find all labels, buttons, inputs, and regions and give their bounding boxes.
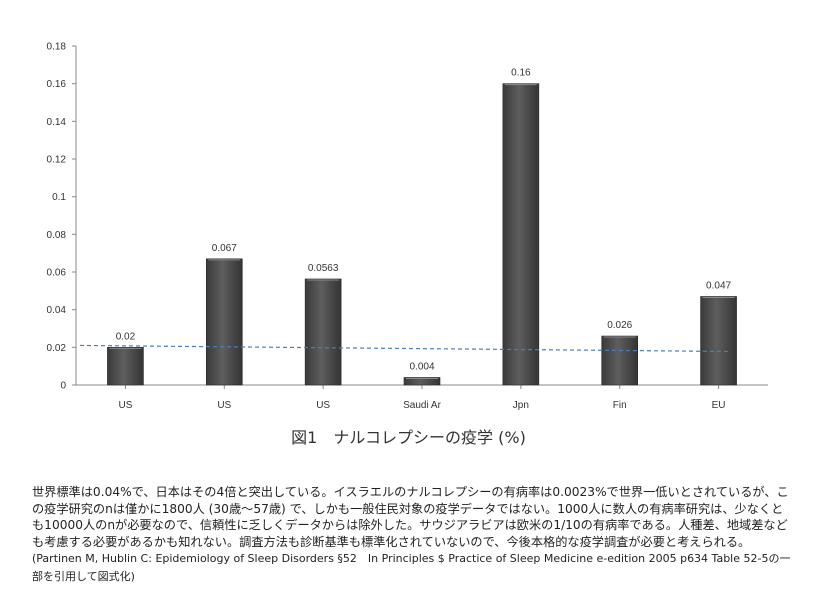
x-tick-label: Fin	[613, 400, 627, 411]
y-tick-label: 0	[60, 381, 66, 392]
figure-caption: 図1 ナルコレプシーの疫学 (%)	[291, 428, 526, 447]
data-labels: 0.02 0.067 0.0563 0.004 0.16 0.026 0.047	[116, 68, 732, 373]
data-label: 0.0563	[308, 263, 339, 274]
x-tick-label: US	[118, 400, 132, 411]
x-tick-label: Saudi Ar	[403, 400, 441, 411]
bar	[107, 347, 144, 386]
x-tick-label: US	[316, 400, 330, 411]
bars	[107, 83, 737, 386]
trendline-path	[79, 344, 729, 353]
x-tick-label: US	[217, 400, 231, 411]
y-axis: 0 0.02 0.04 0.06 0.08 0.1 0.12 0.14 0.16 0.18	[47, 42, 77, 392]
data-label: 0.026	[607, 320, 632, 331]
data-label: 0.067	[212, 243, 237, 254]
data-label: 0.16	[511, 68, 531, 79]
bar	[304, 278, 342, 386]
y-tick-label: 0.18	[47, 42, 67, 53]
x-tick-label: EU	[712, 400, 726, 411]
bar	[502, 83, 540, 386]
bar	[700, 296, 737, 386]
y-tick-label: 0.16	[47, 79, 67, 90]
data-label: 0.02	[116, 331, 136, 342]
trendline	[79, 344, 729, 353]
bar	[601, 335, 639, 386]
x-axis: US US US Saudi Ar Jpn Fin EU	[76, 384, 768, 411]
description: 世界標準は0.04%で、日本はその4倍と突出している。イスラエルのナルコレプシー…	[32, 484, 792, 585]
citation: (Partinen M, Hublin C: Epidemiology of S…	[32, 552, 791, 583]
bar	[205, 258, 243, 386]
y-tick-label: 0.1	[52, 192, 66, 203]
x-tick-label: Jpn	[513, 400, 529, 411]
y-tick-label: 0.04	[47, 305, 67, 316]
description-main: 世界標準は0.04%で、日本はその4倍と突出している。イスラエルのナルコレプシー…	[32, 485, 789, 549]
data-label: 0.004	[409, 361, 434, 372]
y-tick-label: 0.14	[47, 117, 67, 128]
y-tick-label: 0.12	[47, 155, 67, 166]
y-tick-label: 0.02	[47, 343, 67, 354]
data-label: 0.047	[706, 280, 731, 291]
bar-chart: 00.020.040.060.080.10.120.140.160.18 US U…	[47, 42, 768, 411]
bar	[403, 377, 441, 386]
y-tick-label: 0.08	[47, 230, 67, 241]
y-tick-label: 0.06	[47, 268, 67, 279]
